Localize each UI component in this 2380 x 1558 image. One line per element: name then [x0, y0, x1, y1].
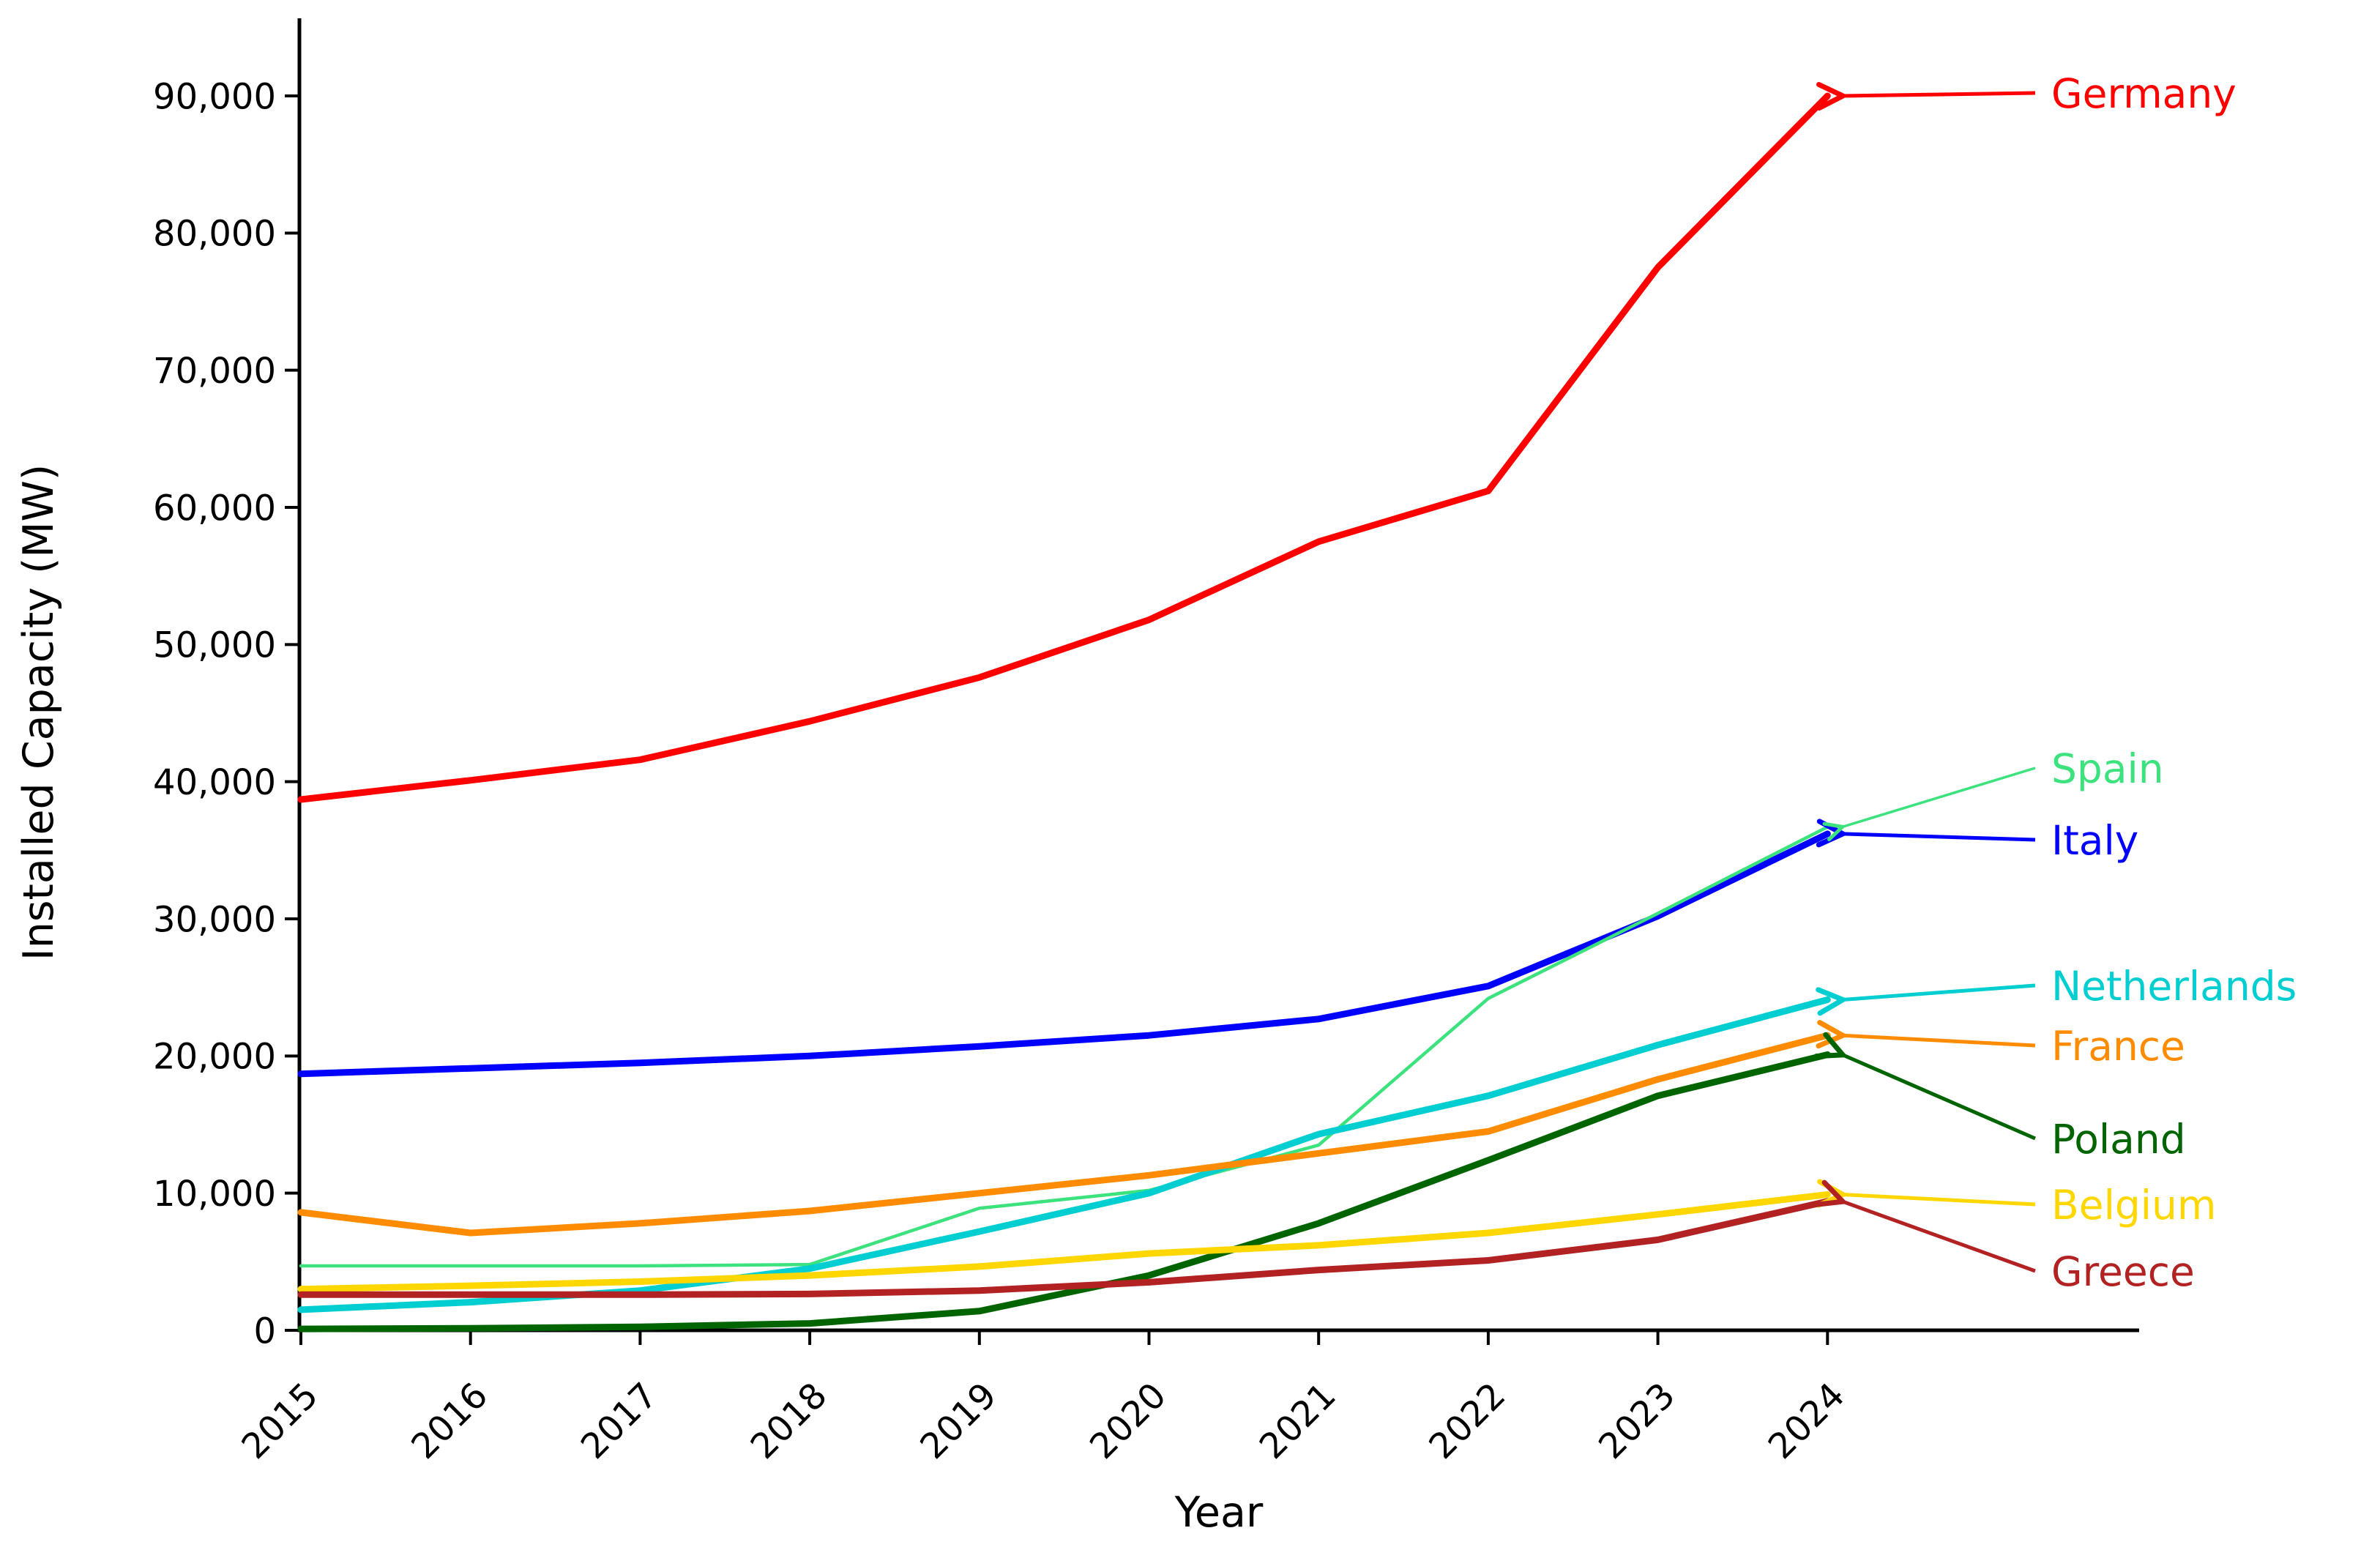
annotation-arrow-netherlands [1842, 983, 2036, 1000]
y-tick-label: 30,000 [153, 899, 276, 940]
y-tick-label: 0 [253, 1311, 276, 1352]
y-tick-label: 70,000 [153, 351, 276, 392]
country-label-netherlands: Netherlands [2051, 963, 2297, 1010]
x-axis-title: Year [1174, 1488, 1264, 1537]
country-label-spain: Spain [2051, 745, 2164, 792]
y-axis-title: Installed Capacity (MW) [15, 464, 63, 961]
y-tick-label: 20,000 [153, 1037, 276, 1078]
y-tick-label: 80,000 [153, 214, 276, 255]
country-label-greece: Greece [2051, 1248, 2195, 1295]
annotation-arrow-italy [1842, 834, 2036, 840]
annotation-arrow-belgium [1842, 1195, 2036, 1204]
y-tick-label: 90,000 [153, 76, 276, 117]
series-line-italy [297, 830, 1831, 1078]
series-line-france [297, 1032, 1831, 1237]
series-line-belgium [297, 1191, 1831, 1293]
series-line-spain [299, 825, 1829, 1268]
series-line-poland [297, 1051, 1831, 1332]
y-tick-label: 40,000 [153, 762, 276, 803]
annotation-arrow-spain [1842, 767, 2036, 827]
y-tick-label: 50,000 [153, 625, 276, 666]
annotation-arrow-france [1842, 1035, 2036, 1046]
country-label-france: France [2051, 1023, 2185, 1070]
annotation-arrow-greece [1842, 1201, 2036, 1273]
country-label-germany: Germany [2051, 70, 2237, 117]
country-label-poland: Poland [2051, 1116, 2186, 1163]
series-line-germany [297, 92, 1831, 803]
y-tick-label: 10,000 [153, 1174, 276, 1215]
series-line-greece [297, 1198, 1831, 1298]
country-label-belgium: Belgium [2051, 1182, 2216, 1229]
country-label-italy: Italy [2051, 817, 2138, 864]
annotation-arrow-poland [1842, 1054, 2036, 1141]
y-tick-label: 60,000 [153, 488, 276, 529]
annotation-arrow-germany [1842, 93, 2036, 96]
